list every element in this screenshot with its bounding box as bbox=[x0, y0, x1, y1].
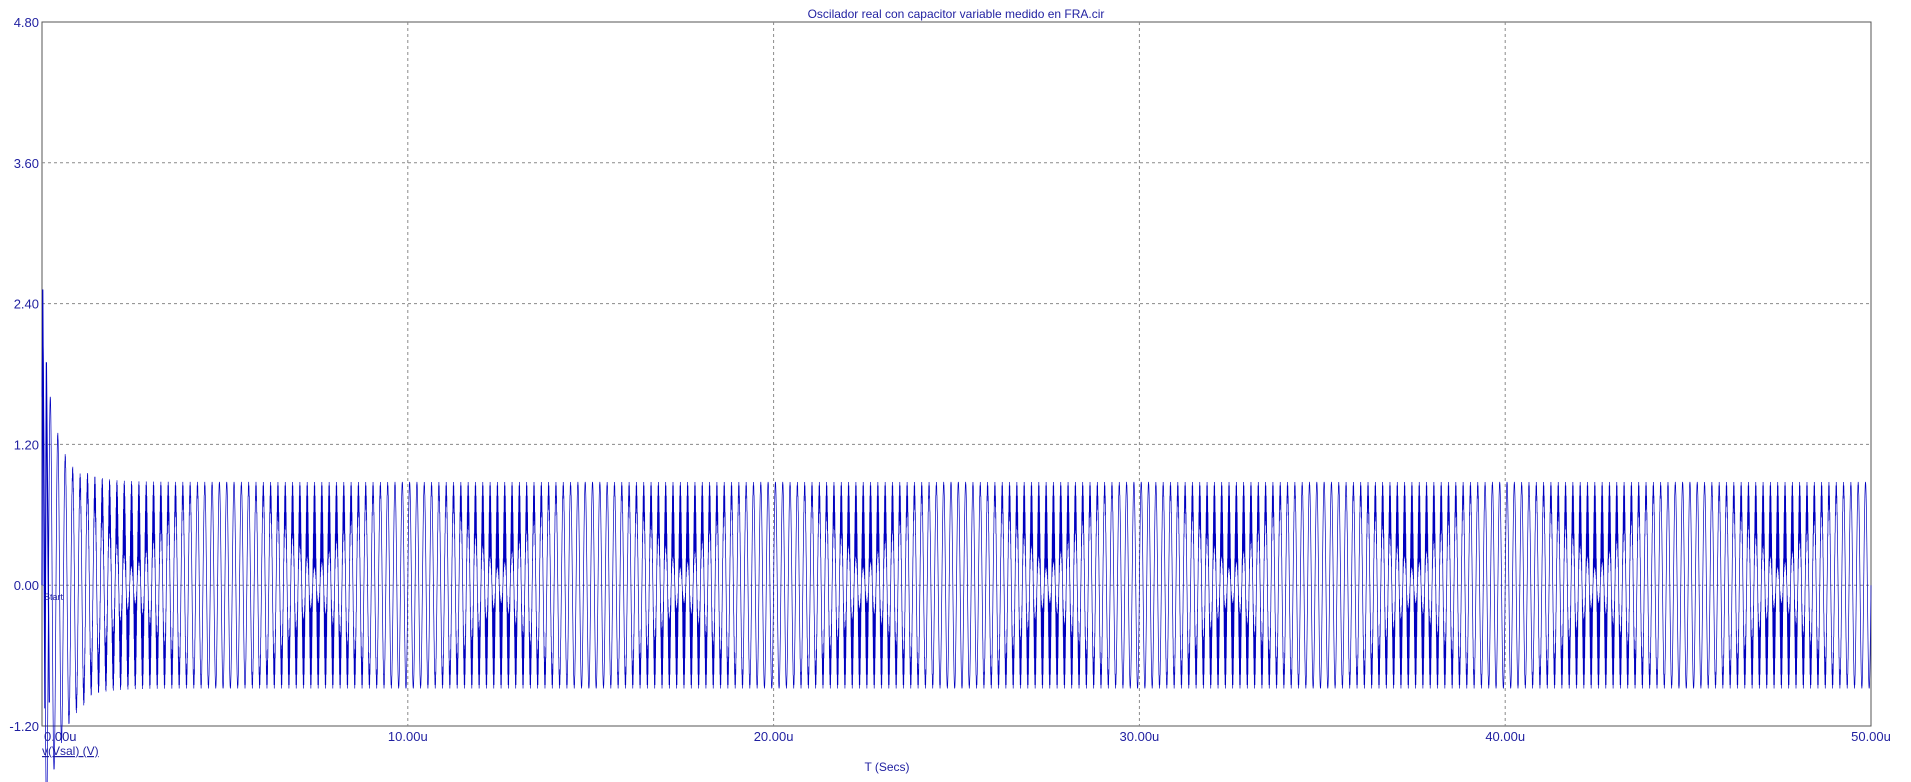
x-tick-label: 20.00u bbox=[754, 729, 794, 744]
plot-frame bbox=[41, 21, 1872, 727]
series-v-vsal[interactable] bbox=[41, 289, 1872, 782]
x-tick-label: 10.00u bbox=[388, 729, 428, 744]
y-tick-label: 0.00 bbox=[14, 578, 39, 593]
x-axis-label: T (Secs) bbox=[864, 760, 909, 774]
legend-entry-v-vsal[interactable]: v(Vsal) (V) bbox=[42, 744, 99, 758]
y-tick-label: -1.20 bbox=[9, 719, 39, 734]
y-tick-label: 2.40 bbox=[14, 297, 39, 312]
svg-text:Start: Start bbox=[44, 592, 64, 602]
x-tick-label: 50.00u bbox=[1851, 729, 1891, 744]
chart-title: Oscilador real con capacitor variable me… bbox=[808, 7, 1105, 21]
y-tick-labels: 4.80 3.60 2.40 1.20 0.00 -1.20 bbox=[9, 15, 39, 734]
x-tick-label: 40.00u bbox=[1485, 729, 1525, 744]
trace-initial-spike bbox=[41, 289, 50, 709]
x-tick-labels: 0.00u 10.00u 20.00u 30.00u 40.00u 50.00u bbox=[44, 729, 1891, 744]
y-tick-label: 4.80 bbox=[14, 15, 39, 30]
x-tick-label: 0.00u bbox=[44, 729, 77, 744]
x-tick-label: 30.00u bbox=[1120, 729, 1160, 744]
y-tick-label: 3.60 bbox=[14, 156, 39, 171]
y-tick-label: 1.20 bbox=[14, 437, 39, 452]
grid-lines bbox=[42, 22, 1871, 726]
start-cursor-marker[interactable]: Start bbox=[44, 592, 64, 602]
trace-v-vsal bbox=[41, 336, 1872, 782]
